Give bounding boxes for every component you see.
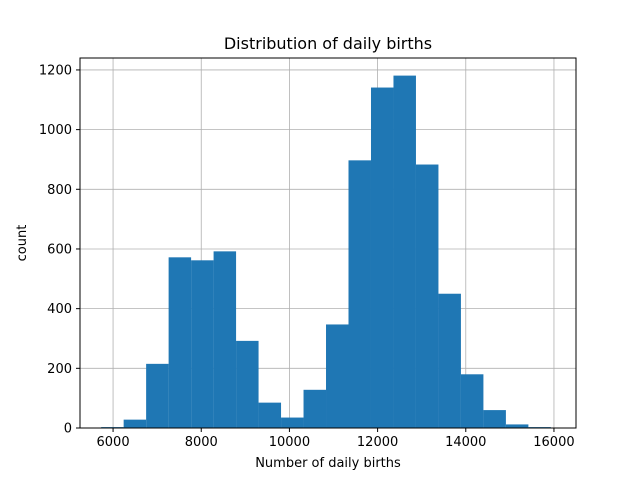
- histogram-bar: [281, 417, 304, 428]
- x-tick-label: 8000: [185, 435, 218, 450]
- plot-frame: [79, 57, 577, 429]
- y-tick-label: 800: [47, 183, 72, 198]
- y-tick-label: 600: [47, 242, 72, 257]
- histogram-bar: [168, 257, 192, 428]
- y-tick-label: 200: [47, 362, 72, 377]
- x-axis-label: Number of daily births: [255, 456, 401, 471]
- histogram-bar: [460, 374, 484, 428]
- histogram-bar: [213, 251, 237, 428]
- x-tick-label: 12000: [357, 435, 398, 450]
- histogram-bar: [505, 424, 529, 428]
- histogram-bar: [370, 87, 394, 429]
- x-tick-label: 16000: [533, 435, 574, 450]
- histogram-bar: [191, 260, 214, 428]
- x-tick-label: 14000: [445, 435, 486, 450]
- bars: [101, 75, 551, 429]
- x-tick-label: 6000: [97, 435, 130, 450]
- histogram-bar: [326, 324, 349, 428]
- y-tick-label: 0: [64, 422, 72, 437]
- y-tick-label: 1200: [39, 63, 72, 78]
- axis-ticks: 6000 8000 10000 12000 14000 16000 0 200 400 600 80…: [39, 63, 575, 450]
- histogram-bar: [258, 402, 282, 428]
- x-tick-label: 10000: [269, 435, 310, 450]
- histogram-bar: [348, 160, 371, 428]
- histogram-bar: [123, 419, 147, 428]
- y-axis-label: count: [15, 225, 30, 262]
- histogram-bar: [438, 293, 461, 428]
- histogram-bar: [393, 75, 416, 429]
- chart-title: Distribution of daily births: [224, 34, 432, 53]
- histogram-bar: [146, 363, 169, 428]
- histogram-bar: [236, 340, 259, 428]
- y-tick-label: 1000: [39, 123, 72, 138]
- histogram-bar: [483, 410, 506, 428]
- y-tick-label: 400: [47, 302, 72, 317]
- histogram-bar: [415, 164, 439, 428]
- histogram-bar: [303, 389, 327, 428]
